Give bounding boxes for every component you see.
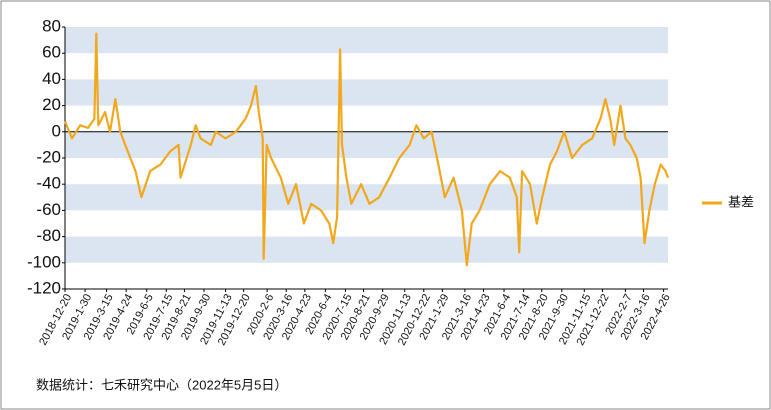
y-tick-label: 60 xyxy=(42,43,61,62)
y-tick-label: 0 xyxy=(52,121,61,140)
y-tick-label: -80 xyxy=(36,226,61,245)
source-note: 数据统计：七禾研究中心（2022年5月5日） xyxy=(36,377,287,392)
data-line xyxy=(63,32,670,267)
y-tick-label: 80 xyxy=(42,16,61,35)
grid-band xyxy=(65,79,668,106)
legend-label: 基差 xyxy=(728,194,754,209)
y-tick-label: -40 xyxy=(36,174,61,193)
y-tick-label: -60 xyxy=(36,200,61,219)
grid-band xyxy=(65,131,668,158)
y-tick-label: -100 xyxy=(27,252,61,271)
grid-band xyxy=(65,27,668,54)
y-tick-label: 20 xyxy=(42,95,61,114)
grid-band xyxy=(65,236,668,263)
y-tick-label: -120 xyxy=(27,278,61,297)
y-tick-label: 40 xyxy=(42,69,61,88)
y-tick-label: -20 xyxy=(36,147,61,166)
